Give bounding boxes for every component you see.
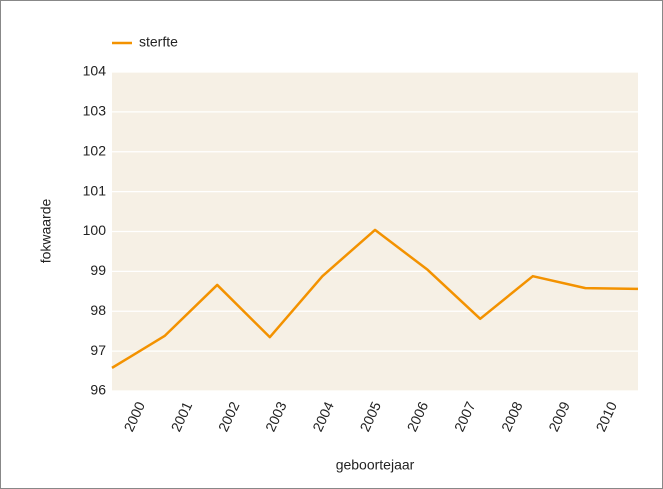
y-tick-label: 104 xyxy=(83,63,107,79)
y-tick-label: 96 xyxy=(90,382,106,398)
y-tick-label: 103 xyxy=(83,103,107,119)
legend-label: sterfte xyxy=(139,34,178,50)
y-tick-label: 97 xyxy=(90,342,106,358)
y-tick-label: 102 xyxy=(83,142,107,158)
y-tick-label: 100 xyxy=(83,222,107,238)
y-tick-label: 101 xyxy=(83,182,107,198)
y-axis-label: fokwaarde xyxy=(38,198,54,263)
y-tick-label: 99 xyxy=(90,262,106,278)
y-tick-label: 98 xyxy=(90,302,106,318)
x-axis-label: geboortejaar xyxy=(336,457,415,473)
line xyxy=(111,228,639,369)
